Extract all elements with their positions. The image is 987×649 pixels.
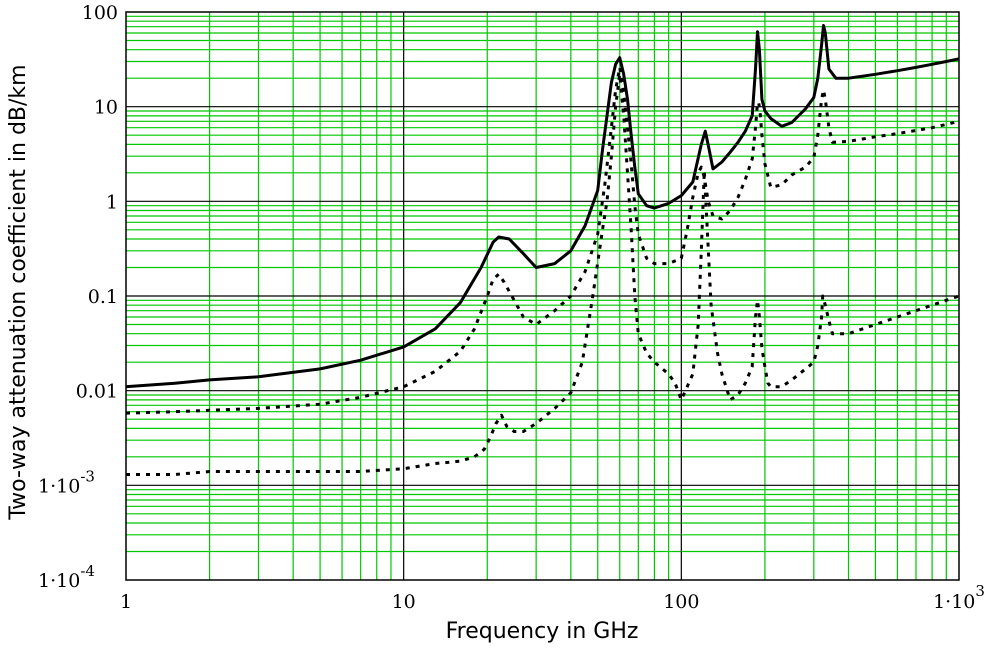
dotted-series-line-2 bbox=[126, 72, 960, 476]
x-tick-label: 1·103 bbox=[933, 582, 985, 613]
x-tick-exponent: 3 bbox=[975, 582, 985, 600]
y-tick-labels: 100 10 1 0.1 0.01 1·10-3 1·10-4 bbox=[38, 2, 118, 592]
major-grid bbox=[126, 12, 959, 580]
x-axis-label: Frequency in GHz bbox=[446, 619, 639, 644]
dotted-series-line-1 bbox=[125, 65, 960, 415]
x-tick-label: 100 bbox=[663, 591, 699, 613]
plot-frame bbox=[125, 11, 960, 581]
y-tick-label: 1 bbox=[106, 191, 118, 213]
y-tick-exponent: -4 bbox=[80, 562, 95, 580]
y-tick-exponent: -3 bbox=[80, 467, 95, 485]
y-tick-label: 10 bbox=[94, 97, 118, 119]
y-tick-label: 100 bbox=[82, 2, 118, 24]
y-axis-label: Two-way attenuation coefficient in dB/km bbox=[6, 64, 31, 520]
x-tick-labels: 1 10 100 1·103 bbox=[120, 582, 985, 613]
solid-series-line bbox=[125, 24, 960, 389]
x-tick-label: 1 bbox=[120, 591, 132, 613]
y-tick-label: 1·10-4 bbox=[38, 562, 95, 592]
y-tick-label: 0.1 bbox=[88, 286, 118, 308]
x-tick-label: 10 bbox=[392, 591, 416, 613]
series-group bbox=[125, 24, 960, 476]
y-tick-label: 1·10-3 bbox=[38, 467, 95, 497]
y-tick-label: 0.01 bbox=[76, 381, 118, 403]
